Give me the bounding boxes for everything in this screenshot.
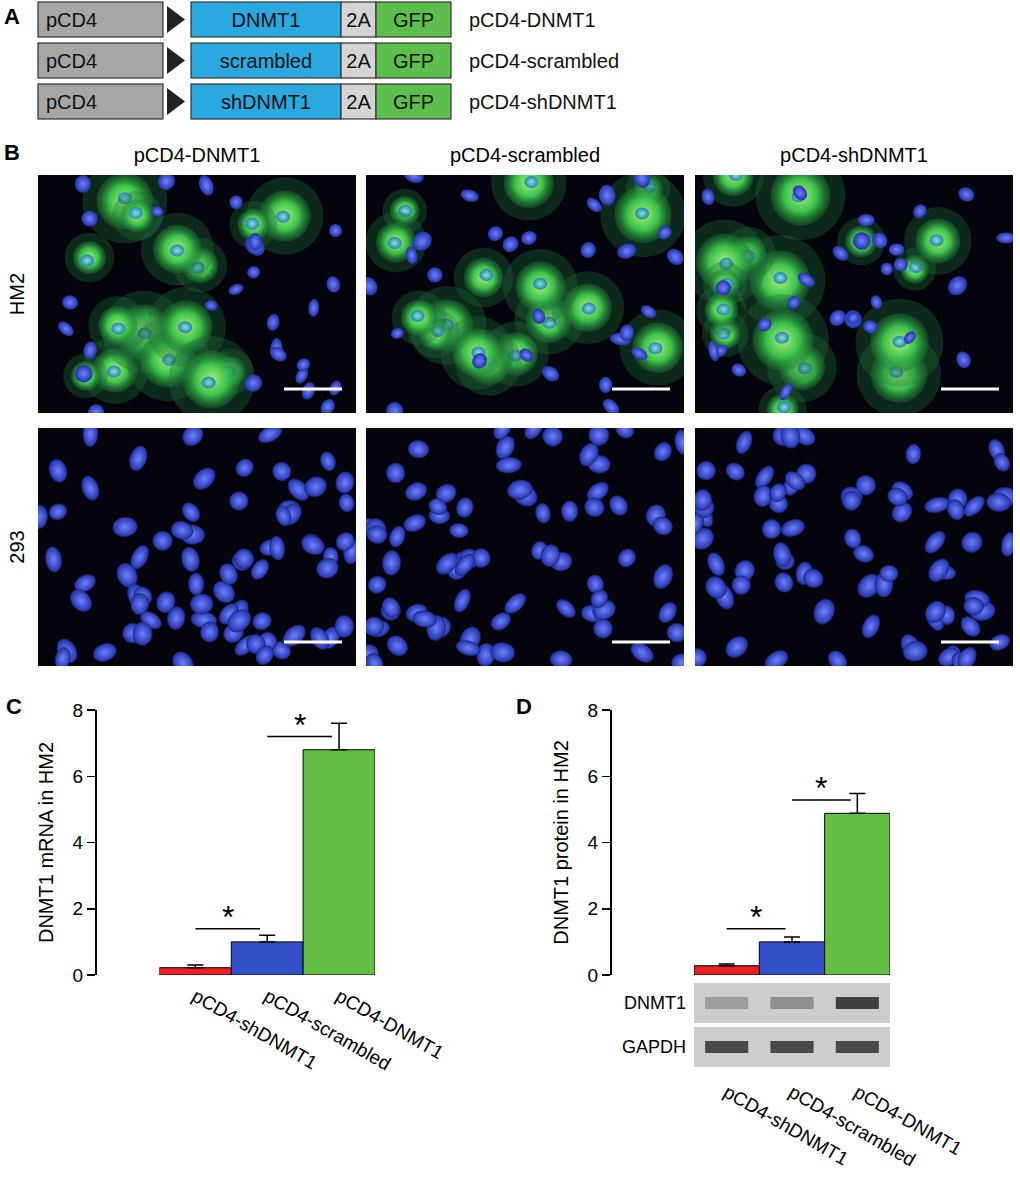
svg-text:2A: 2A: [346, 91, 371, 113]
svg-text:pCD4: pCD4: [46, 9, 97, 31]
svg-text:8: 8: [73, 700, 84, 721]
svg-text:DNMT1: DNMT1: [232, 9, 301, 31]
svg-text:GFP: GFP: [393, 9, 434, 31]
svg-text:0: 0: [588, 965, 599, 986]
svg-text:4: 4: [588, 832, 599, 853]
svg-text:GFP: GFP: [393, 50, 434, 72]
svg-text:pCD4-DNMT1: pCD4-DNMT1: [332, 985, 447, 1063]
svg-text:*: *: [815, 770, 827, 806]
svg-text:pCD4-DNMT1: pCD4-DNMT1: [469, 9, 596, 31]
svg-text:6: 6: [588, 766, 599, 787]
svg-text:6: 6: [73, 766, 84, 787]
svg-text:pCD4-scrambled: pCD4-scrambled: [450, 144, 600, 166]
svg-text:HM2: HM2: [6, 273, 28, 315]
svg-text:*: *: [294, 707, 306, 743]
svg-text:DNMT1: DNMT1: [624, 993, 686, 1013]
svg-text:8: 8: [588, 700, 599, 721]
svg-text:GFP: GFP: [393, 91, 434, 113]
svg-text:pCD4-shDNMT1: pCD4-shDNMT1: [469, 91, 617, 113]
svg-text:D: D: [516, 694, 532, 719]
svg-text:pCD4-shDNMT1: pCD4-shDNMT1: [189, 985, 321, 1073]
svg-text:pCD4-shDNMT1: pCD4-shDNMT1: [780, 144, 928, 166]
svg-text:4: 4: [73, 832, 84, 853]
svg-text:2A: 2A: [346, 50, 371, 72]
svg-text:DNMT1 protein in HM2: DNMT1 protein in HM2: [550, 740, 572, 945]
svg-text:scrambled: scrambled: [220, 50, 312, 72]
svg-text:2: 2: [588, 898, 599, 919]
svg-text:2A: 2A: [346, 9, 371, 31]
svg-text:2: 2: [73, 898, 84, 919]
svg-text:shDNMT1: shDNMT1: [221, 91, 311, 113]
svg-text:GAPDH: GAPDH: [622, 1037, 686, 1057]
svg-text:pCD4: pCD4: [46, 91, 97, 113]
svg-text:*: *: [750, 899, 762, 935]
svg-text:C: C: [6, 694, 22, 719]
svg-text:pCD4-DNMT1: pCD4-DNMT1: [851, 1081, 966, 1159]
svg-text:pCD4: pCD4: [46, 50, 97, 72]
svg-text:*: *: [222, 899, 234, 935]
svg-text:B: B: [4, 140, 20, 165]
svg-text:0: 0: [73, 965, 84, 986]
svg-text:pCD4-scrambled: pCD4-scrambled: [785, 1081, 919, 1170]
svg-text:pCD4-DNMT1: pCD4-DNMT1: [134, 144, 261, 166]
svg-text:pCD4-scrambled: pCD4-scrambled: [469, 50, 619, 72]
svg-text:A: A: [4, 4, 20, 29]
svg-text:293: 293: [6, 530, 28, 563]
svg-text:pCD4-shDNMT1: pCD4-shDNMT1: [720, 1081, 852, 1169]
svg-text:DNMT1 mRNA in HM2: DNMT1 mRNA in HM2: [35, 742, 57, 943]
svg-text:pCD4-scrambled: pCD4-scrambled: [260, 985, 394, 1074]
